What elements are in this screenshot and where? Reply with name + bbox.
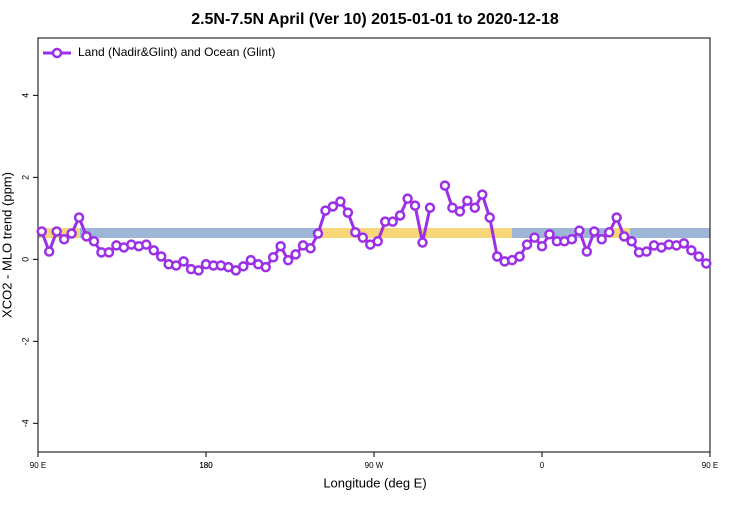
y-tick-label: -4 bbox=[20, 419, 30, 427]
data-point bbox=[641, 246, 652, 257]
data-point bbox=[148, 245, 159, 256]
data-point bbox=[238, 261, 249, 272]
data-point bbox=[178, 256, 189, 267]
data-point bbox=[170, 260, 182, 271]
data-point bbox=[387, 216, 398, 227]
data-point bbox=[305, 243, 316, 254]
data-point bbox=[417, 237, 428, 248]
data-point bbox=[544, 229, 555, 240]
data-point bbox=[193, 265, 204, 276]
data-point bbox=[529, 232, 540, 243]
data-point bbox=[603, 227, 615, 238]
data-point bbox=[155, 251, 167, 262]
data-point bbox=[36, 226, 47, 237]
data-point bbox=[372, 236, 383, 247]
data-point bbox=[357, 232, 369, 243]
data-point bbox=[611, 212, 622, 223]
data-point bbox=[566, 234, 578, 245]
chart-title: 2.5N-7.5N April (Ver 10) 2015-01-01 to 2… bbox=[191, 11, 559, 28]
data-point bbox=[596, 234, 607, 245]
x-tick-label: 180 bbox=[199, 461, 213, 470]
data-point bbox=[589, 226, 600, 237]
data-point bbox=[73, 212, 85, 223]
data-point bbox=[477, 189, 488, 200]
data-point bbox=[514, 251, 525, 262]
data-point bbox=[312, 228, 324, 239]
data-point bbox=[618, 231, 630, 242]
data-point bbox=[81, 231, 92, 242]
data-point bbox=[693, 251, 705, 262]
data-point bbox=[66, 228, 77, 239]
data-point bbox=[335, 196, 346, 207]
data-point bbox=[141, 239, 152, 250]
data-point bbox=[350, 227, 361, 238]
data-point bbox=[290, 249, 301, 260]
legend-label: Land (Nadir&Glint) and Ocean (Glint) bbox=[78, 45, 275, 59]
data-point bbox=[260, 261, 271, 273]
data-point bbox=[43, 246, 55, 257]
data-point bbox=[536, 240, 548, 252]
y-tick-label: 4 bbox=[20, 93, 30, 98]
data-point bbox=[581, 246, 593, 257]
x-axis-label: Longitude (deg E) bbox=[323, 475, 426, 490]
data-point bbox=[686, 245, 697, 256]
data-point bbox=[626, 236, 637, 247]
x-tick-label: 90 E bbox=[30, 461, 46, 470]
data-point bbox=[267, 252, 279, 263]
y-tick-label: 2 bbox=[20, 175, 30, 180]
data-point bbox=[394, 210, 406, 221]
data-point bbox=[342, 207, 354, 218]
y-axis-label: XCO2 - MLO trend (ppm) bbox=[0, 172, 14, 318]
data-point bbox=[424, 202, 436, 213]
data-point bbox=[230, 265, 242, 276]
data-point bbox=[88, 236, 100, 247]
data-point bbox=[409, 200, 421, 211]
data-point bbox=[439, 180, 451, 191]
data-point bbox=[521, 239, 533, 250]
x-tick-label: 90 W bbox=[365, 461, 384, 470]
x-tick-label: 0 bbox=[540, 461, 545, 470]
data-point bbox=[282, 254, 294, 266]
x-tick-label: 180 bbox=[199, 461, 213, 470]
data-point bbox=[51, 226, 62, 237]
x-tick-label: 90 E bbox=[702, 461, 718, 470]
data-point bbox=[701, 258, 712, 269]
data-point bbox=[678, 238, 690, 249]
data-point bbox=[245, 254, 257, 266]
data-point bbox=[454, 206, 466, 217]
y-tick-label: 0 bbox=[20, 257, 30, 262]
data-point bbox=[574, 225, 585, 236]
data-point bbox=[58, 234, 70, 245]
data-point bbox=[402, 193, 413, 204]
data-point bbox=[275, 240, 286, 252]
data-point bbox=[491, 251, 503, 262]
y-tick-label: -2 bbox=[20, 337, 30, 345]
data-point bbox=[327, 201, 339, 212]
data-point bbox=[484, 212, 495, 223]
data-point bbox=[462, 195, 473, 206]
data-point bbox=[320, 205, 331, 216]
legend-marker bbox=[51, 47, 63, 59]
data-point bbox=[103, 247, 115, 258]
data-point bbox=[469, 202, 481, 213]
